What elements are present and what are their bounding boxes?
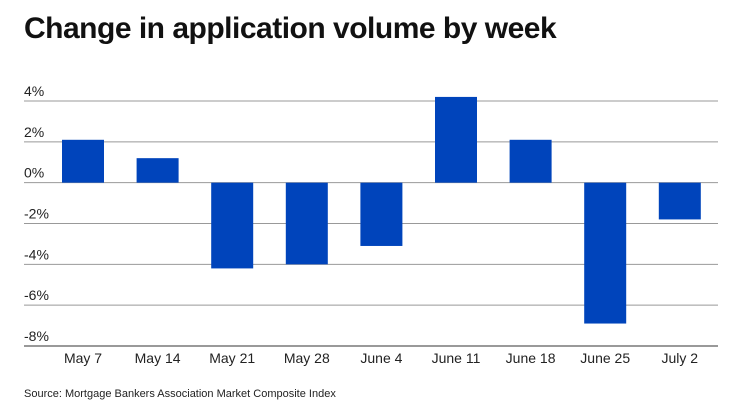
y-tick-label: 2% [24,124,44,140]
bar [509,139,552,183]
x-tick-label: June 11 [432,350,481,366]
bar [584,182,627,324]
x-tick-label: June 25 [580,350,630,366]
x-tick-label: May 14 [135,350,181,366]
bar [435,96,477,183]
x-tick-label: May 21 [209,350,255,366]
y-tick-label: -8% [24,328,49,344]
bar [136,158,179,183]
bar [360,182,403,246]
x-tick-label: June 4 [360,350,402,366]
chart-source: Source: Mortgage Bankers Association Mar… [24,388,336,400]
x-tick-label: May 28 [284,350,330,366]
bar [285,182,328,265]
bar [658,182,701,220]
chart-title: Change in application volume by week [24,12,557,45]
y-tick-label: 0% [24,165,44,181]
y-tick-label: -6% [24,287,49,303]
y-tick-label: -4% [24,246,49,262]
x-tick-label: May 7 [64,350,102,366]
bar [211,182,254,269]
x-tick-label: June 18 [506,350,556,366]
bar [62,139,104,183]
x-tick-label: July 2 [662,350,699,366]
y-tick-label: 4% [24,83,44,99]
y-tick-label: -2% [24,206,49,222]
